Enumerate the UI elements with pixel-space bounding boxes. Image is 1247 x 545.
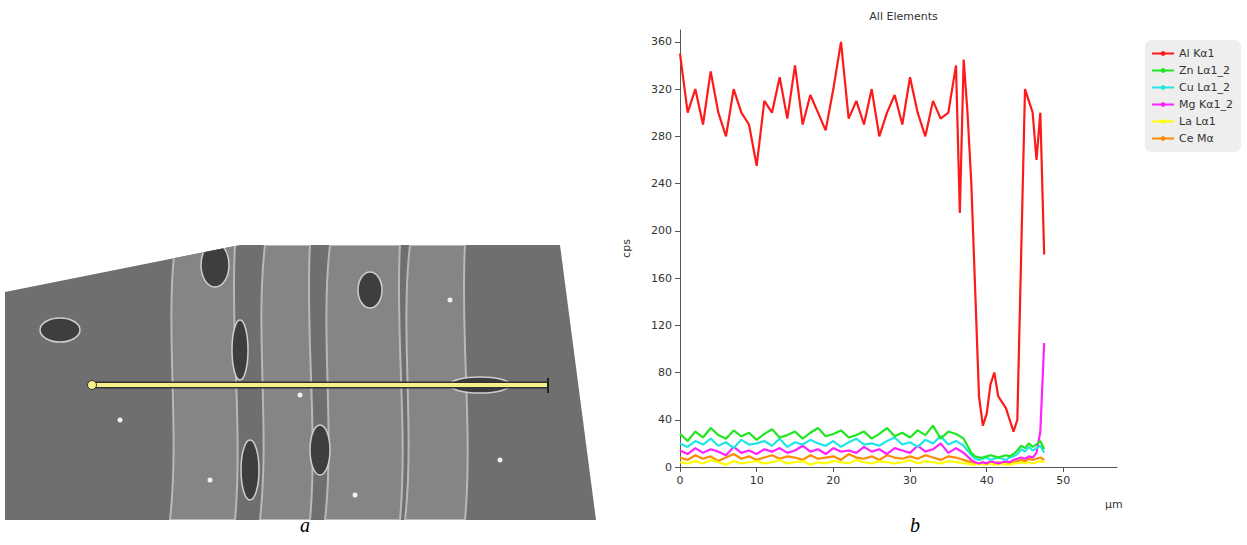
svg-text:120: 120 [651, 319, 672, 332]
svg-text:0: 0 [665, 461, 672, 474]
svg-text:40: 40 [980, 474, 994, 487]
svg-text:10: 10 [750, 474, 764, 487]
svg-text:µm: µm [1105, 498, 1123, 511]
svg-text:Cu Lα1_2: Cu Lα1_2 [1179, 81, 1230, 94]
svg-text:50: 50 [1056, 474, 1070, 487]
svg-text:La Lα1: La Lα1 [1179, 115, 1216, 128]
svg-text:cps: cps [620, 239, 633, 258]
svg-text:Zn Lα1_2: Zn Lα1_2 [1179, 64, 1230, 77]
svg-text:30: 30 [903, 474, 917, 487]
svg-text:Mg Kα1_2: Mg Kα1_2 [1179, 98, 1233, 111]
svg-text:Al Kα1: Al Kα1 [1179, 47, 1215, 60]
svg-text:0: 0 [677, 474, 684, 487]
svg-text:All Elements: All Elements [869, 10, 938, 23]
svg-text:200: 200 [651, 224, 672, 237]
svg-text:160: 160 [651, 272, 672, 285]
svg-text:240: 240 [651, 177, 672, 190]
html-text:b: b [910, 514, 920, 536]
svg-text:40: 40 [658, 413, 672, 426]
svg-text:Ce Mα: Ce Mα [1179, 132, 1214, 145]
svg-text:20: 20 [826, 474, 840, 487]
svg-text:280: 280 [651, 130, 672, 143]
svg-text:320: 320 [651, 83, 672, 96]
html-text:a: a [300, 514, 310, 536]
svg-text:80: 80 [658, 366, 672, 379]
svg-text:360: 360 [651, 35, 672, 48]
